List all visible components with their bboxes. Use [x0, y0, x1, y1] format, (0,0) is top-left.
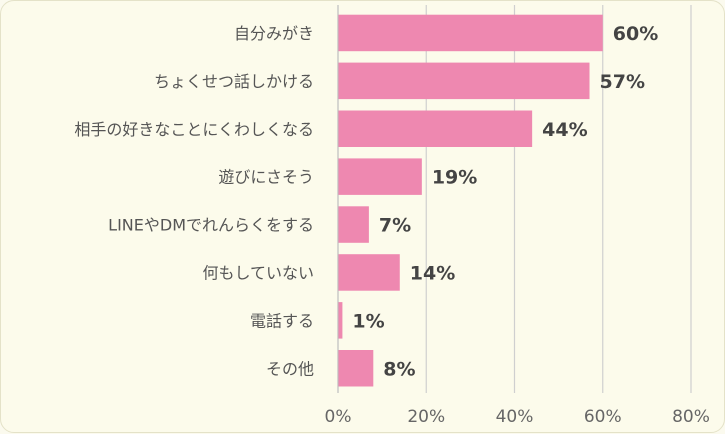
value-label-4: 19%: [432, 167, 477, 189]
bar-3: [338, 110, 533, 147]
bar-2: [338, 62, 590, 100]
value-label-7: 1%: [352, 310, 384, 332]
bar-4: [338, 158, 422, 195]
value-label-5: 7%: [379, 215, 411, 237]
bar-1: [338, 14, 603, 52]
category-label-1: 自分みがき: [234, 24, 314, 43]
bar-8: [338, 350, 374, 387]
category-label-5: LINEやDMでれんらくをする: [108, 216, 314, 235]
category-label-7: 電話する: [250, 311, 314, 330]
bar-5: [338, 206, 369, 243]
category-label-8: その他: [266, 359, 314, 378]
value-label-3: 44%: [542, 119, 587, 141]
x-tick-label-80: 80%: [672, 407, 710, 427]
x-tick-label-60: 60%: [584, 407, 622, 427]
value-label-2: 57%: [600, 71, 645, 93]
bars: [338, 14, 603, 387]
bar-6: [338, 254, 400, 291]
category-label-3: 相手の好きなことにくわしくなる: [74, 120, 314, 139]
category-label-6: 何もしていない: [202, 263, 314, 282]
value-label-6: 14%: [410, 262, 455, 284]
category-label-2: ちょくせつ話しかける: [154, 72, 314, 91]
value-labels: 60% 57% 44% 19% 7% 14% 1% 8%: [352, 23, 658, 380]
x-tick-label-20: 20%: [407, 407, 445, 427]
value-label-1: 60%: [613, 23, 658, 45]
x-tick-label-40: 40%: [496, 407, 534, 427]
x-axis-ticks: 0% 20% 40% 60% 80%: [325, 407, 710, 427]
category-label-4: 遊びにさそう: [218, 168, 314, 187]
value-label-8: 8%: [383, 358, 415, 380]
x-tick-label-0: 0%: [325, 407, 352, 427]
bar-7: [338, 302, 343, 339]
